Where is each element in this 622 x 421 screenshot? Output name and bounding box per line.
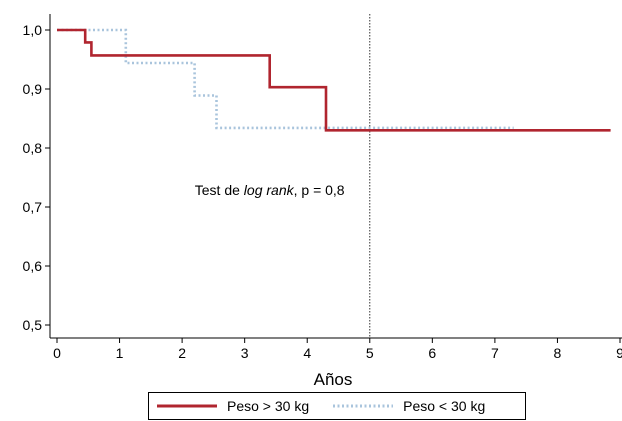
km-chart: 0,5 0,6 0,7 0,8 0,9 1,0 0 1 2 3 4 5 6 7 8 9 Años Test d… [23,14,622,389]
x-axis-title: Años [314,370,353,389]
legend-item-peso-mayor: Peso > 30 kg [157,398,309,414]
x-tick-label: 4 [303,345,311,361]
x-tick-label: 9 [616,345,622,361]
y-tick-label: 0,6 [23,258,43,274]
x-tick-label: 2 [178,345,186,361]
y-tick-label: 0,8 [23,140,43,156]
x-tick-label: 5 [366,345,374,361]
series-peso-mayor-30 [57,28,611,132]
x-tick-label: 1 [116,345,124,361]
annotation-prefix: Test de [195,182,244,198]
x-tick-label: 0 [53,345,61,361]
x-tick-label: 8 [554,345,562,361]
x-tick-label: 3 [241,345,249,361]
legend-swatch-solid [157,404,217,408]
plot-area: 0,5 0,6 0,7 0,8 0,9 1,0 0 1 2 3 4 5 6 7 8 9 [23,14,622,361]
legend-swatch-dotted [333,404,394,408]
legend-item-peso-menor: Peso < 30 kg [333,398,485,414]
log-rank-annotation: Test de log rank, p = 0,8 [195,182,345,198]
y-tick-label: 0,9 [23,81,43,97]
x-tick-label: 7 [491,345,499,361]
annotation-emphasis: log rank [244,182,295,198]
y-tick-label: 0,5 [23,317,43,333]
x-tick-label: 6 [428,345,436,361]
legend-label-peso-mayor: Peso > 30 kg [227,398,310,414]
annotation-suffix: , p = 0,8 [294,182,345,198]
legend: Peso > 30 kg Peso < 30 kg [148,392,526,420]
y-tick-label: 1,0 [23,22,43,38]
legend-label-peso-menor: Peso < 30 kg [403,398,486,414]
y-tick-label: 0,7 [23,199,43,215]
series-peso-menor-30 [57,28,514,130]
